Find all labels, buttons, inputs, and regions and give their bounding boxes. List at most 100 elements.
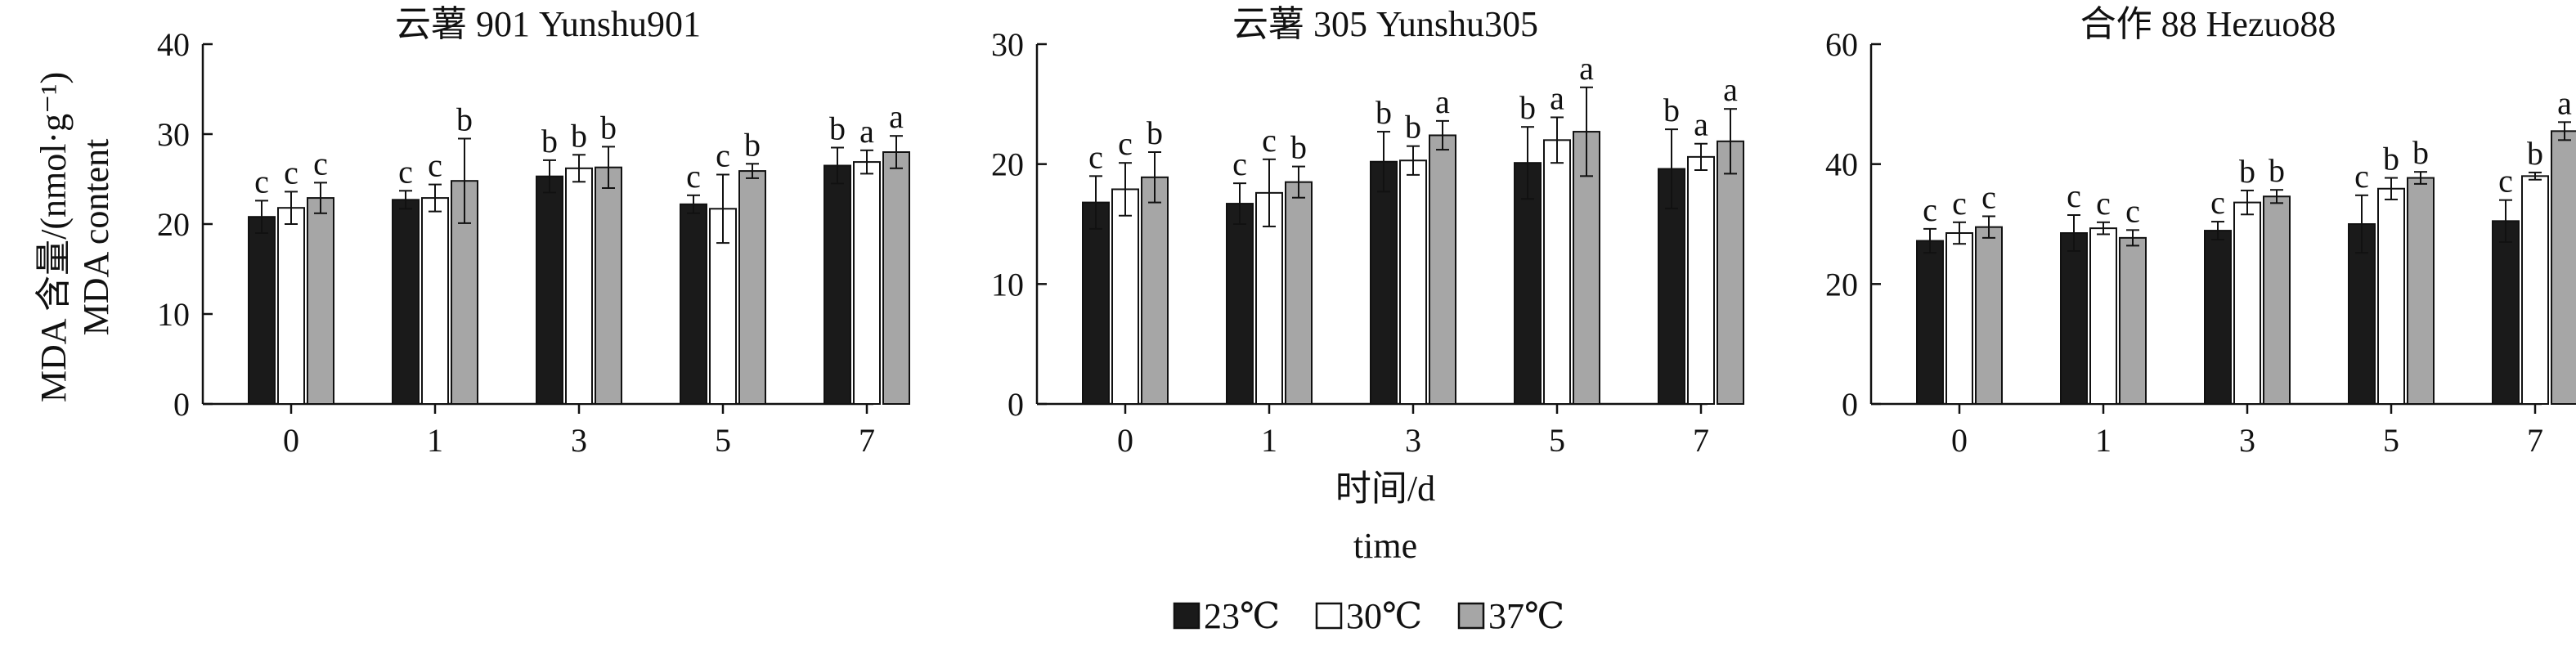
y-axis-label-cn: MDA 含量/(nmol·g⁻¹) <box>34 72 74 402</box>
bar <box>1285 181 1313 406</box>
bar <box>1141 176 1169 406</box>
legend-label: 37℃ <box>1488 596 1564 636</box>
significance-letter: b <box>1290 129 1307 166</box>
bar <box>2348 223 2376 405</box>
y-tick-label: 30 <box>991 26 1024 63</box>
bar <box>277 207 305 405</box>
legend-label: 23℃ <box>1204 596 1280 636</box>
significance-letter: b <box>1405 109 1421 146</box>
significance-letter: c <box>1981 178 1996 215</box>
bar <box>307 197 334 405</box>
significance-letter: b <box>1147 114 1163 151</box>
y-tick-label: 20 <box>991 146 1024 183</box>
bar <box>1514 162 1542 405</box>
significance-letter: c <box>1923 191 1937 228</box>
y-tick-label: 0 <box>173 386 190 423</box>
significance-letter: c <box>254 163 269 200</box>
x-tick-label: 3 <box>571 422 587 459</box>
y-tick-label: 10 <box>991 266 1024 303</box>
significance-letter: b <box>1663 92 1680 128</box>
significance-letter: c <box>1088 138 1103 175</box>
bar <box>1916 240 1944 405</box>
chart-title: 云薯 305 Yunshu305 <box>1232 4 1538 44</box>
bar <box>1717 140 1744 406</box>
significance-letter: a <box>859 113 874 150</box>
bar <box>421 197 449 405</box>
legend-swatch <box>1173 602 1200 630</box>
x-tick-label: 1 <box>2095 422 2112 459</box>
bar <box>824 164 851 405</box>
significance-letter: c <box>398 153 413 190</box>
y-axis-label-group: MDA 含量/(nmol·g⁻¹) MDA content <box>34 72 116 402</box>
significance-letter: c <box>1118 125 1133 162</box>
x-tick-label: 5 <box>2383 422 2399 459</box>
bar <box>680 203 707 405</box>
x-tick-label: 1 <box>427 422 443 459</box>
x-tick-label: 7 <box>859 422 875 459</box>
legend-swatch <box>1315 602 1343 630</box>
significance-letter: b <box>1376 94 1392 131</box>
bar <box>2204 230 2232 406</box>
significance-letter: c <box>284 154 298 191</box>
x-axis-label-cn: 时间/d <box>1335 469 1435 509</box>
y-tick-label: 0 <box>1842 386 1858 423</box>
significance-letter: b <box>829 110 846 147</box>
chart-title: 云薯 901 Yunshu901 <box>395 4 701 44</box>
bar <box>248 216 276 406</box>
legend-label: 30℃ <box>1346 596 1422 636</box>
y-tick-label: 20 <box>1825 266 1858 303</box>
y-tick-label: 30 <box>157 116 190 153</box>
bar <box>2521 175 2549 405</box>
bar <box>853 161 881 405</box>
significance-letter: b <box>571 117 587 154</box>
y-axis-label-en: MDA content <box>76 139 116 336</box>
significance-letter: b <box>2383 141 2399 177</box>
significance-letter: b <box>2527 135 2543 172</box>
bar <box>595 166 622 405</box>
bar <box>2551 130 2576 405</box>
significance-letter: c <box>2498 163 2513 200</box>
bar <box>882 151 910 405</box>
chart-title: 合作 88 Hezuo88 <box>2080 4 2336 44</box>
significance-letter: a <box>2557 84 2572 121</box>
x-axis-label-en: time <box>1353 526 1417 566</box>
bar <box>1370 160 1398 405</box>
bar <box>1082 201 1110 405</box>
bar <box>1255 191 1283 405</box>
bar <box>1429 134 1456 405</box>
significance-letter: b <box>744 126 761 163</box>
significance-letter: c <box>313 145 328 182</box>
significance-letter: a <box>1723 71 1738 108</box>
significance-letter: b <box>541 123 558 159</box>
significance-letter: a <box>1579 50 1594 87</box>
significance-letter: c <box>2354 158 2369 195</box>
bar <box>2233 201 2261 405</box>
legend-swatch <box>1457 602 1485 630</box>
y-tick-label: 0 <box>1008 386 1024 423</box>
x-tick-label: 7 <box>2527 422 2543 459</box>
significance-letter: a <box>1694 106 1708 143</box>
significance-letter: c <box>1262 122 1277 159</box>
legend: 23℃ 30℃ 37℃ <box>1173 596 1564 636</box>
significance-letter: a <box>1435 83 1450 120</box>
bar <box>1226 203 1254 405</box>
y-tick-label: 60 <box>1825 26 1858 63</box>
y-tick-label: 40 <box>157 26 190 63</box>
x-tick-label: 5 <box>715 422 731 459</box>
x-tick-label: 5 <box>1549 422 1565 459</box>
bar <box>738 170 766 405</box>
significance-letter: c <box>2125 192 2140 229</box>
significance-letter: c <box>716 137 730 174</box>
significance-letter: b <box>2412 134 2429 171</box>
x-tick-label: 3 <box>2239 422 2255 459</box>
bar <box>1399 159 1427 405</box>
significance-letter: c <box>428 147 442 184</box>
x-tick-label: 0 <box>1951 422 1968 459</box>
y-tick-label: 20 <box>157 206 190 243</box>
significance-letter: b <box>456 101 473 138</box>
y-tick-label: 10 <box>157 296 190 333</box>
bar <box>1687 155 1715 405</box>
